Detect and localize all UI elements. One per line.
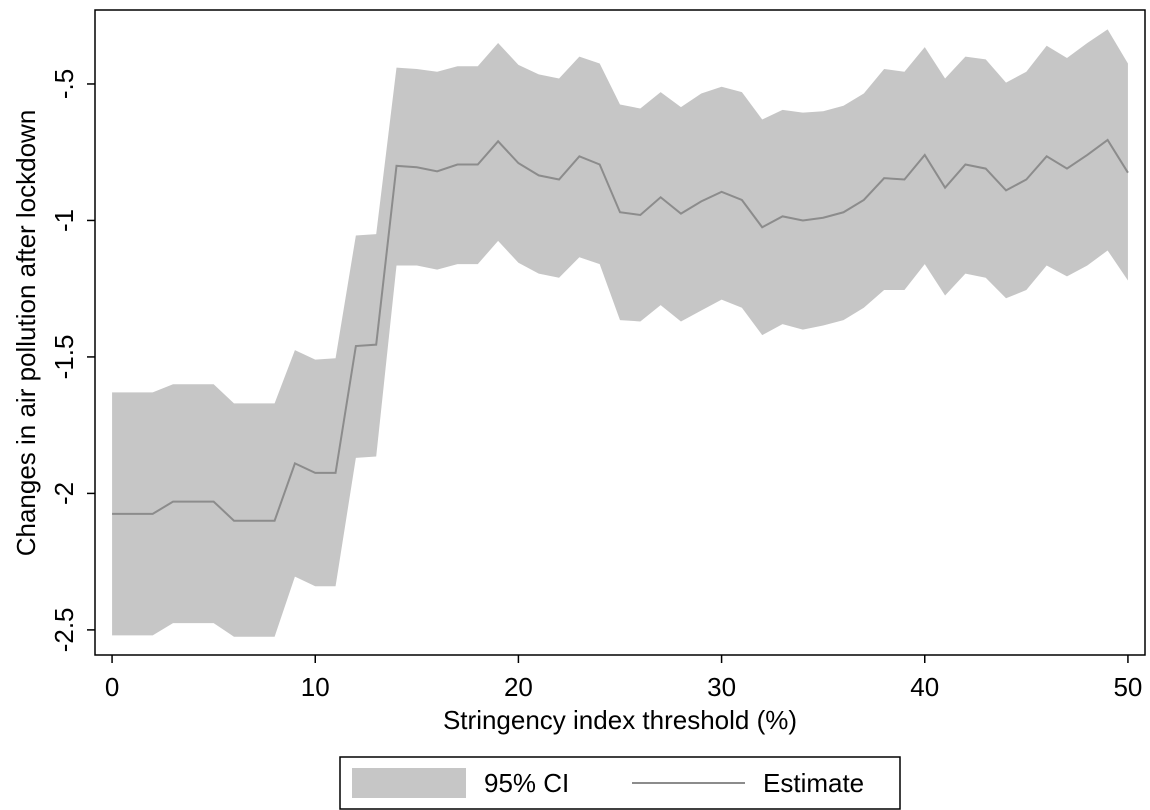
legend-swatch <box>352 768 466 798</box>
y-tick-label: -1.5 <box>49 335 79 380</box>
y-tick-label: -2 <box>49 482 79 505</box>
x-tick-label: 30 <box>707 672 736 702</box>
x-tick-label: 0 <box>105 672 119 702</box>
x-tick-label: 10 <box>301 672 330 702</box>
x-axis-label: Stringency index threshold (%) <box>443 705 797 735</box>
estimate-line <box>112 138 1129 522</box>
plot-frame <box>94 9 1146 656</box>
x-tick-label: 50 <box>1113 672 1142 702</box>
legend-label: Estimate <box>763 768 864 798</box>
legend-label: 95% CI <box>484 768 569 798</box>
x-tick-label: 40 <box>910 672 939 702</box>
y-axis-label: Changes in air pollution after lockdown <box>11 110 41 557</box>
x-tick-label: 20 <box>504 672 533 702</box>
ci-band <box>112 29 1128 637</box>
y-tick-label: -1 <box>49 209 79 232</box>
y-tick-label: -.5 <box>49 69 79 99</box>
y-tick-label: -2.5 <box>49 607 79 652</box>
